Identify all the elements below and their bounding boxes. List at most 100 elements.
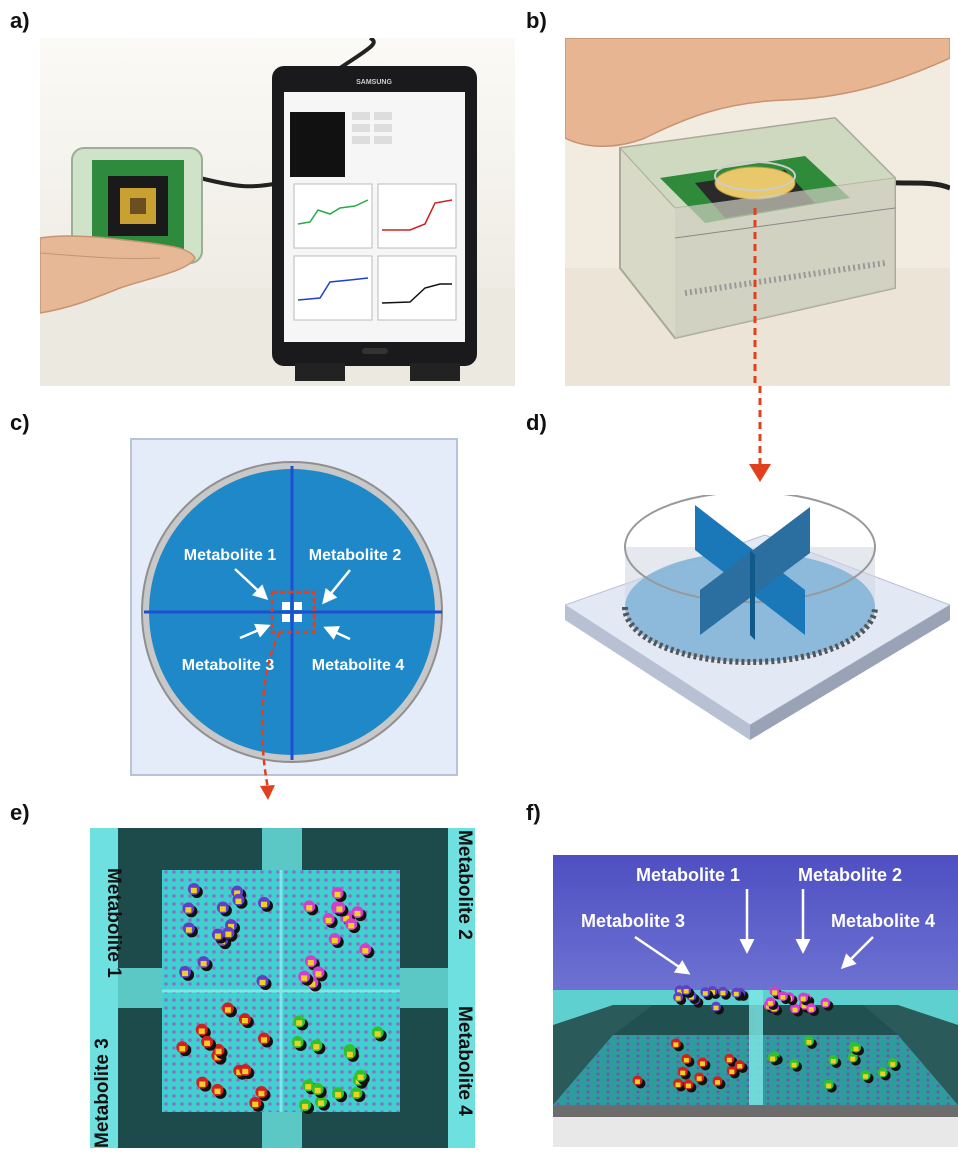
particle-core (296, 1020, 303, 1026)
particle-core (357, 1074, 364, 1080)
label-metabolite-3: Metabolite 3 (92, 1038, 113, 1148)
panel-label-a: a) (10, 8, 30, 33)
particle-core (683, 989, 689, 994)
panel-a-photo: SAMSUNG (40, 38, 515, 386)
particle-core (224, 1007, 231, 1013)
particle-core (318, 1100, 325, 1106)
particle-core (190, 887, 197, 894)
particle-core (800, 996, 806, 1002)
particle-core (348, 922, 355, 929)
particle-core (853, 1046, 859, 1052)
particle-core (234, 890, 241, 896)
label-metabolite-4: Metabolite 4 (312, 657, 405, 674)
particle-core (880, 1071, 886, 1076)
hand-icon (565, 38, 950, 147)
particle-core (714, 1080, 720, 1085)
panel-e-chip-top: Metabolite 1 Metabolite 2 Metabolite 3 M… (90, 828, 475, 1148)
connector-c-to-e (260, 631, 282, 800)
particle-core (699, 1061, 705, 1066)
panel-b-photo (565, 38, 950, 386)
particle-core (185, 927, 192, 933)
particle-core (850, 1056, 856, 1062)
hand-icon (40, 235, 196, 314)
particle-core (772, 990, 778, 995)
particle-core (331, 937, 338, 944)
particle-core (720, 990, 726, 996)
particle-core (677, 989, 683, 994)
particle-core (675, 1082, 681, 1088)
particle-core (362, 948, 369, 954)
tablet-icon: SAMSUNG (272, 66, 477, 381)
particle-core (890, 1062, 896, 1067)
particle-core (702, 991, 708, 996)
particle-core (199, 1081, 206, 1087)
particle-core (726, 1057, 732, 1063)
particle-core (767, 1001, 773, 1006)
particle-core (236, 1069, 243, 1075)
particle-core (673, 1042, 679, 1047)
label-metabolite-4: Metabolite 4 (454, 1006, 475, 1116)
particle-core (252, 1101, 259, 1108)
label-metabolite-1: Metabolite 1 (103, 868, 124, 978)
particle-core (733, 991, 739, 997)
panel-f-chip-3d: Metabolite 1 Metabolite 2 Metabolite 3 M… (553, 855, 958, 1147)
connector-b-to-d (749, 386, 771, 482)
particle-core (198, 1028, 205, 1034)
label-metabolite-2: Metabolite 2 (798, 865, 902, 885)
particle-core (830, 1058, 836, 1064)
particle-core (228, 923, 235, 930)
particle-core (806, 1039, 812, 1045)
label-metabolite-2: Metabolite 2 (309, 547, 402, 564)
particle-core (346, 1051, 353, 1058)
particle-core (294, 1040, 301, 1047)
panel-d-3d-well (565, 495, 950, 740)
particle-core (713, 1005, 719, 1011)
particle-core (260, 1037, 267, 1043)
particle-core (214, 1088, 221, 1095)
sensor-box-icon (71, 147, 203, 264)
particle-core (791, 1062, 797, 1068)
particle-core (200, 960, 207, 967)
label-metabolite-1: Metabolite 1 (184, 547, 277, 564)
particle-core (302, 1103, 309, 1110)
particle-core (225, 931, 232, 937)
particle-core (313, 1044, 320, 1050)
particle-core (634, 1079, 640, 1084)
label-metabolite-1: Metabolite 1 (636, 865, 740, 885)
particle-core (354, 910, 361, 917)
particle-core (301, 975, 308, 981)
particle-core (185, 907, 192, 913)
particle-core (685, 1083, 691, 1089)
particle-core (822, 1001, 828, 1007)
particle-core (305, 1084, 312, 1090)
particle-core (315, 971, 322, 977)
particle-core (737, 1063, 743, 1069)
particle-core (780, 995, 786, 1000)
particle-core (219, 906, 226, 912)
particle-core (792, 1007, 798, 1013)
particle-core (215, 1048, 222, 1055)
label-metabolite-3: Metabolite 3 (182, 657, 275, 674)
particle-core (182, 970, 189, 977)
particle-core (336, 906, 343, 912)
panel-c-top-view: Metabolite 1 Metabolite 2 Metabolite 3 M… (130, 438, 458, 776)
particle-core (241, 1017, 248, 1024)
panel-label-c: c) (10, 410, 30, 435)
panel-label-b: b) (526, 8, 547, 33)
particle-core (808, 1007, 814, 1012)
particle-core (214, 933, 221, 939)
particle-core (374, 1031, 381, 1037)
tablet-brand: SAMSUNG (356, 79, 392, 86)
particle-core (801, 1003, 807, 1009)
particle-core (204, 1040, 211, 1046)
particle-core (235, 898, 242, 904)
panel-label-f: f) (526, 800, 541, 825)
particle-core (307, 960, 314, 966)
particle-core (863, 1074, 869, 1079)
particle-core (696, 1076, 702, 1081)
particle-core (325, 917, 332, 924)
particle-core (335, 1092, 342, 1098)
particle-core (675, 996, 681, 1001)
particle-core (343, 915, 350, 922)
label-metabolite-2: Metabolite 2 (454, 830, 475, 940)
